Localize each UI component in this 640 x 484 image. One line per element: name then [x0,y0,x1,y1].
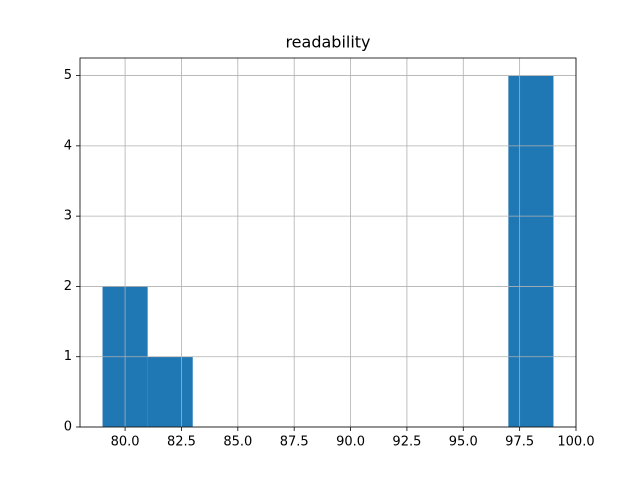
plot-frame [79,57,577,428]
bar [147,356,193,427]
y-tick-label: 4 [64,138,72,153]
chart-title: readability [285,33,370,52]
y-tick-label: 3 [64,209,72,224]
x-tick-label: 97.5 [505,435,534,450]
x-tick-label: 87.5 [280,435,309,450]
y-tick-label: 5 [64,68,72,83]
x-tick-label: 85.0 [223,435,252,450]
x-tick-label: 92.5 [392,435,421,450]
x-tick-label: 82.5 [167,435,196,450]
y-tick-label: 2 [64,279,72,294]
y-tick-label: 1 [64,349,72,364]
x-tick-label: 100.0 [557,435,594,450]
bar [508,75,554,428]
x-tick-label: 95.0 [449,435,478,450]
x-tick-label: 90.0 [336,435,365,450]
y-tick-label: 0 [64,420,72,435]
x-tick-label: 80.0 [111,435,140,450]
